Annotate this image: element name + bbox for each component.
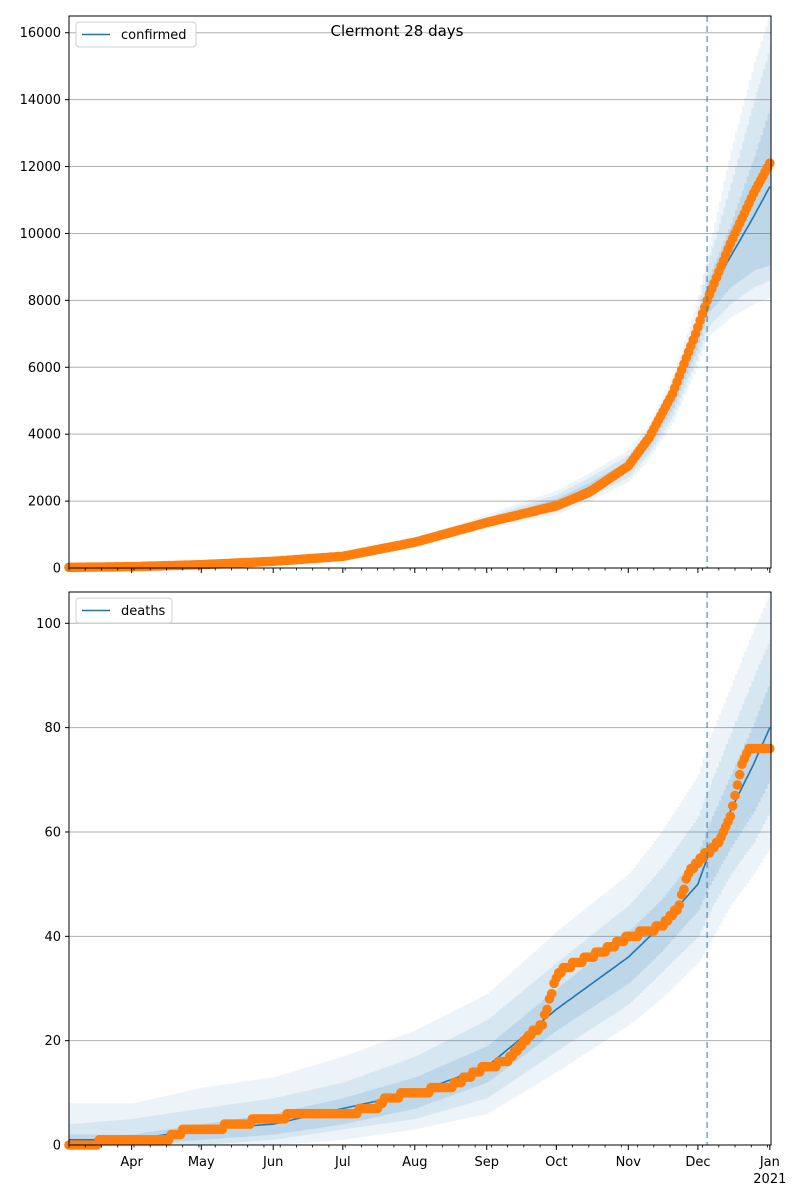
data-point [537, 1020, 548, 1030]
y-tick-label: 0 [53, 1139, 61, 1154]
data-point [734, 769, 745, 780]
y-tick-label: 100 [36, 617, 61, 632]
x-tick-label: Aug [402, 1155, 427, 1170]
legend: confirmed [75, 21, 197, 48]
legend-box [75, 21, 197, 48]
x-tick-label: May [188, 1155, 215, 1170]
y-tick-label: 40 [44, 930, 61, 945]
legend-box [75, 597, 173, 624]
y-tick-label: 2000 [28, 495, 61, 510]
confirmed-panel: 0 2000 4000 6000 8000 10000 12000 14000 16000 con… [20, 12, 775, 577]
legend-label: confirmed [121, 28, 187, 43]
data-point [765, 158, 775, 168]
x-year-label: 2021 [753, 1172, 786, 1187]
data-point [679, 884, 689, 895]
data-point [674, 900, 685, 910]
data-point [765, 743, 775, 754]
x-tick-label: Oct [545, 1155, 567, 1170]
data-point [727, 801, 738, 811]
legend-label: deaths [121, 604, 166, 619]
x-tick-label: Jun [262, 1155, 283, 1170]
x-tick-label: Sep [474, 1155, 499, 1170]
x-tick-label: Nov [616, 1155, 642, 1170]
data-point [725, 811, 736, 822]
uncertainty-band [69, 592, 771, 1145]
y-tick-label: 4000 [28, 428, 61, 443]
x-tick-label: Apr [120, 1155, 143, 1170]
deaths-panel: 0 20 40 60 80 100 Apr May Jun Jul Aug Sep Oct Nov Dec J… [36, 591, 786, 1187]
data-point [546, 988, 557, 999]
axes-frame [68, 15, 772, 569]
x-tick-label: Jul [334, 1155, 351, 1170]
y-tick-label: 16000 [20, 26, 61, 41]
data-point [730, 790, 740, 801]
plot-area [69, 16, 771, 568]
observed-points [64, 158, 775, 573]
y-tick-label: 80 [44, 721, 61, 736]
y-tick-label: 6000 [28, 361, 61, 376]
data-point [542, 1004, 552, 1015]
data-point [732, 780, 743, 790]
chart-title: Clermont 28 days [331, 22, 464, 40]
x-tick-label: Jan [759, 1155, 780, 1170]
y-tick-label: 60 [44, 825, 61, 840]
y-tick-label: 10000 [20, 227, 61, 242]
plot-area [69, 592, 771, 1145]
uncertainty-band [69, 639, 771, 1145]
y-tick-label: 8000 [28, 294, 61, 309]
legend: deaths [75, 597, 173, 624]
axes-frame [68, 591, 772, 1146]
y-tick-label: 0 [53, 562, 61, 577]
x-tick-label: Dec [685, 1155, 710, 1170]
y-tick-label: 14000 [20, 93, 61, 108]
y-tick-label: 20 [44, 1034, 61, 1049]
y-tick-label: 12000 [20, 160, 61, 175]
